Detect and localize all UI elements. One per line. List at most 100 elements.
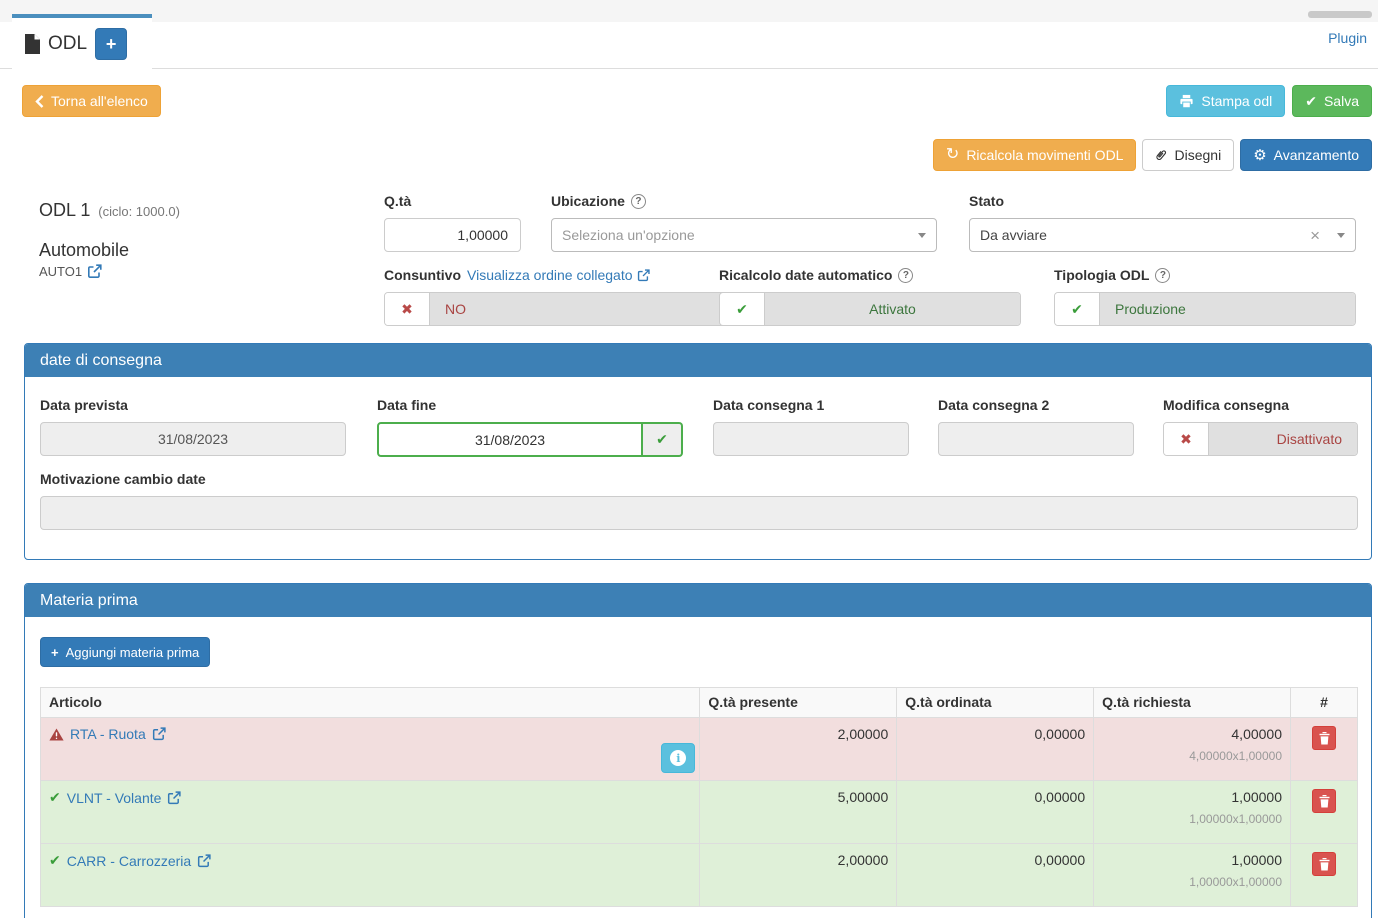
external-link-icon <box>197 853 211 868</box>
qta-presente-cell: 2,00000 <box>699 843 898 907</box>
scrollbar-thumb[interactable] <box>1308 11 1372 18</box>
trash-icon <box>1319 731 1329 744</box>
qta-richiesta-detail: 1,00000x1,00000 <box>1189 812 1282 826</box>
data-consegna2-label: Data consegna 2 <box>938 397 1050 413</box>
external-link-icon <box>637 268 650 282</box>
consuntivo-label: Consuntivo <box>384 267 461 283</box>
product-external-link-icon[interactable] <box>87 264 102 279</box>
data-consegna1-input <box>713 422 909 456</box>
print-odl-button[interactable]: Stampa odl <box>1166 85 1286 117</box>
paperclip-icon <box>1152 146 1170 164</box>
article-label: RTA - Ruota <box>70 726 146 742</box>
table-row: ✔ VLNT - Volante 5,00000 0,00000 1,00000… <box>39 780 1358 844</box>
state-select[interactable]: Da avviare × <box>969 218 1356 252</box>
auto-date-recalc-field: Ricalcolo date automatico ? ✔ Attivato <box>719 267 1021 326</box>
modifica-consegna-value: Disattivato <box>1209 423 1357 455</box>
save-button[interactable]: ✔ Salva <box>1292 85 1372 117</box>
warning-icon <box>49 728 64 741</box>
table-row: RTA - Ruota i 2,00000 0,00000 4,00000 <box>39 717 1358 781</box>
add-material-button[interactable]: + Aggiungi materia prima <box>40 637 211 667</box>
qta-ordinata-cell: 0,00000 <box>896 717 1095 781</box>
qta-richiesta-value: 1,00000 <box>1231 789 1282 805</box>
qta-presente-cell: 5,00000 <box>699 780 898 844</box>
progress-label: Avanzamento <box>1273 147 1359 163</box>
article-link[interactable]: RTA - Ruota <box>49 726 166 742</box>
consuntivo-toggle[interactable]: ✖ NO <box>384 292 734 326</box>
qty-input[interactable] <box>384 218 521 252</box>
qta-richiesta-detail: 1,00000x1,00000 <box>1189 875 1282 889</box>
auto-date-recalc-label: Ricalcolo date automatico <box>719 267 893 283</box>
article-link[interactable]: ✔ CARR - Carrozzeria <box>49 852 211 869</box>
odl-type-label: Tipologia ODL <box>1054 267 1150 283</box>
back-to-list-button[interactable]: Torna all'elenco <box>22 85 161 117</box>
col-qta-ordinata: Q.tà ordinata <box>896 687 1095 718</box>
auto-date-recalc-value: Attivato <box>765 293 1020 325</box>
info-icon: i <box>670 750 687 766</box>
motivazione-input <box>40 496 1358 530</box>
motivazione-field: Motivazione cambio date <box>40 471 1358 530</box>
tab-bar-divider <box>0 68 1378 69</box>
state-value: Da avviare <box>980 227 1047 243</box>
plugin-link[interactable]: Plugin <box>1328 30 1367 46</box>
drawings-button[interactable]: Disegni <box>1142 139 1235 171</box>
data-consegna2-input <box>938 422 1134 456</box>
article-label: VLNT - Volante <box>66 789 162 806</box>
progress-button[interactable]: ⚙ Avanzamento <box>1240 139 1372 171</box>
back-to-list-label: Torna all'elenco <box>51 93 148 109</box>
qta-ordinata-cell: 0,00000 <box>896 843 1095 907</box>
order-cycle-note: (ciclo: 1000.0) <box>98 204 180 219</box>
odl-type-value: Produzione <box>1100 293 1355 325</box>
drawings-label: Disegni <box>1174 147 1222 163</box>
qta-presente-cell: 2,00000 <box>699 717 898 781</box>
top-actions: Stampa odl ✔ Salva <box>1166 85 1372 117</box>
data-fine-input[interactable] <box>377 422 643 457</box>
table-header-row: Articolo Q.tà presente Q.tà ordinata Q.t… <box>39 687 1358 718</box>
times-icon: ✖ <box>1180 430 1192 447</box>
auto-date-recalc-toggle[interactable]: ✔ Attivato <box>719 292 1021 326</box>
state-label: Stato <box>969 193 1004 209</box>
check-icon: ✔ <box>1305 92 1317 109</box>
modifica-consegna-label: Modifica consegna <box>1163 397 1290 413</box>
recalc-movements-label: Ricalcola movimenti ODL <box>966 147 1124 163</box>
qta-richiesta-detail: 4,00000x1,00000 <box>1189 749 1282 763</box>
delete-row-button[interactable] <box>1312 789 1336 813</box>
delete-row-button[interactable] <box>1312 726 1336 750</box>
recalc-movements-button[interactable]: ↻ Ricalcola movimenti ODL <box>932 139 1137 171</box>
data-prevista-input <box>40 422 346 456</box>
gear-icon: ⚙ <box>1253 146 1267 164</box>
add-tab-button[interactable]: + <box>95 28 128 60</box>
trash-icon <box>1319 794 1329 807</box>
clear-icon[interactable]: × <box>1310 225 1320 245</box>
qta-ordinata-cell: 0,00000 <box>896 780 1095 844</box>
modifica-consegna-toggle[interactable]: ✖ Disattivato <box>1163 422 1358 456</box>
secondary-actions: ↻ Ricalcola movimenti ODL Disegni ⚙ Avan… <box>932 139 1372 171</box>
order-title: ODL 1 <box>39 200 91 220</box>
location-select[interactable]: Seleziona un'opzione <box>551 218 937 252</box>
location-placeholder: Seleziona un'opzione <box>562 227 695 243</box>
info-button[interactable]: i <box>661 743 696 773</box>
linked-order-link[interactable]: Visualizza ordine collegato <box>467 267 650 283</box>
printer-icon <box>1179 94 1194 109</box>
times-icon: ✖ <box>401 300 413 317</box>
chevron-down-icon <box>1337 232 1345 238</box>
consuntivo-value: NO <box>430 293 733 325</box>
article-link[interactable]: ✔ VLNT - Volante <box>49 789 182 806</box>
check-icon: ✔ <box>736 300 748 317</box>
qta-richiesta-cell: 1,00000 1,00000x1,00000 <box>1093 843 1291 907</box>
delete-row-button[interactable] <box>1312 852 1336 876</box>
external-link-icon <box>152 727 166 741</box>
data-prevista-field: Data prevista <box>40 397 346 456</box>
help-icon: ? <box>630 193 646 209</box>
tab-odl[interactable]: ODL + <box>12 14 152 70</box>
data-consegna2-field: Data consegna 2 <box>938 397 1134 456</box>
odl-type-toggle[interactable]: ✔ Produzione <box>1054 292 1356 326</box>
table-row: ✔ CARR - Carrozzeria 2,00000 0,00000 1,0… <box>39 843 1358 907</box>
qta-richiesta-value: 1,00000 <box>1231 852 1282 868</box>
col-actions: # <box>1290 687 1358 718</box>
data-consegna1-label: Data consegna 1 <box>713 397 825 413</box>
data-fine-label: Data fine <box>377 397 437 413</box>
data-fine-valid-addon: ✔ <box>643 422 683 457</box>
dates-panel: date di consegna Data prevista Data fine… <box>24 343 1372 560</box>
qty-label: Q.tà <box>384 193 412 209</box>
